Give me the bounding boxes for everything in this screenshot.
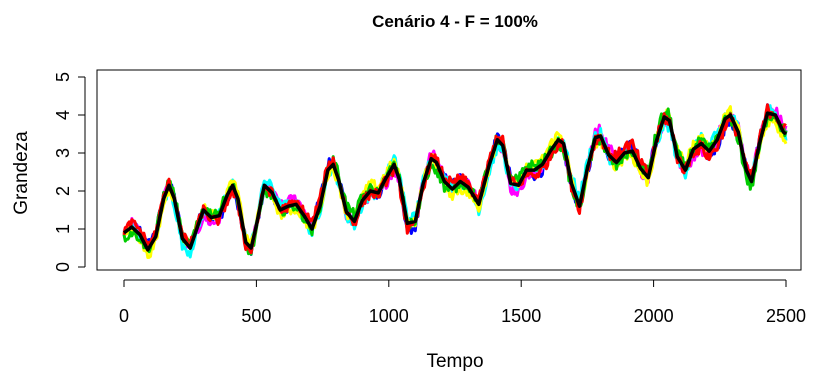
y-axis-label: Grandeza xyxy=(11,131,32,215)
chart-title: Cenário 4 - F = 100% xyxy=(372,12,538,31)
y-tick-label: 5 xyxy=(53,72,73,82)
x-axis: 0 500 1000 1500 2000 2500 xyxy=(119,279,806,326)
x-tick-label: 500 xyxy=(241,306,271,326)
y-tick-label: 4 xyxy=(53,110,73,120)
y-tick-label: 3 xyxy=(53,148,73,158)
x-tick-label: 2000 xyxy=(634,306,674,326)
y-tick-label: 0 xyxy=(53,262,73,272)
x-tick-label: 2500 xyxy=(766,306,806,326)
x-axis-label: Tempo xyxy=(426,351,483,372)
y-tick-label: 1 xyxy=(53,224,73,234)
y-axis: 0 1 2 3 4 5 xyxy=(53,72,86,272)
y-tick-label: 2 xyxy=(53,186,73,196)
mean-series-line xyxy=(122,111,788,252)
x-tick-label: 1500 xyxy=(501,306,541,326)
series-layer xyxy=(122,103,788,259)
x-tick-label: 0 xyxy=(119,306,129,326)
x-tick-label: 1000 xyxy=(369,306,409,326)
plot-frame xyxy=(96,69,802,271)
